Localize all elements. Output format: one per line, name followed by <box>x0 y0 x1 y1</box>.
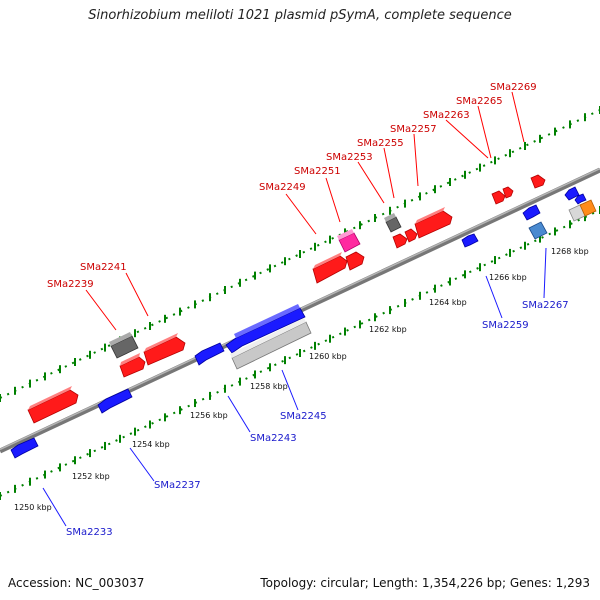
gene-label[interactable]: SMa2267 <box>522 300 569 311</box>
kbp-label: 1264 kbp <box>429 298 467 307</box>
leader-line <box>129 447 155 482</box>
gene-arrow[interactable] <box>143 333 186 366</box>
label-leader-lines <box>42 91 547 527</box>
leader-line <box>85 289 117 331</box>
dotted-track-lines <box>0 109 600 497</box>
kbp-label: 1252 kbp <box>72 472 110 481</box>
leader-line <box>42 487 67 527</box>
gene-features <box>10 174 597 459</box>
gene-label[interactable]: SMa2243 <box>250 433 297 444</box>
leader-line <box>227 395 251 433</box>
leader-line <box>511 91 525 143</box>
gene-arrow[interactable] <box>522 204 541 221</box>
map-title: Sinorhizobium meliloti 1021 plasmid pSym… <box>88 8 512 23</box>
leader-line <box>125 272 149 317</box>
leader-line <box>477 105 492 159</box>
kbp-label: 1254 kbp <box>132 440 170 449</box>
gene-box[interactable] <box>337 229 361 253</box>
leader-line <box>281 369 299 411</box>
gene-arrow[interactable] <box>564 186 580 201</box>
kbp-labels: 1250 kbp 1252 kbp 1254 kbp 1256 kbp 1258… <box>14 247 589 512</box>
gene-box[interactable] <box>579 199 597 217</box>
gene-arrow[interactable] <box>10 437 39 459</box>
gene-label[interactable]: SMa2253 <box>326 152 373 163</box>
gene-arrow[interactable] <box>345 251 365 271</box>
gene-arrow[interactable] <box>491 190 506 205</box>
kbp-label: 1260 kbp <box>309 352 347 361</box>
gene-arrow[interactable] <box>461 233 479 248</box>
gene-arrow[interactable] <box>119 353 146 378</box>
leader-line <box>285 193 317 235</box>
gene-label[interactable]: SMa2241 <box>80 262 127 273</box>
gene-label[interactable]: SMa2257 <box>390 124 437 135</box>
reverse-gene-labels: SMa2233 SMa2237 SMa2243 SMa2245 SMa2259 … <box>66 300 569 538</box>
gene-label[interactable]: SMa2239 <box>47 279 94 290</box>
forward-gene-labels: SMa2239 SMa2241 SMa2249 SMa2251 SMa2253 … <box>47 82 537 290</box>
gene-arrow[interactable] <box>97 388 133 414</box>
gene-label[interactable]: SMa2255 <box>357 138 404 149</box>
leader-line <box>445 119 489 159</box>
gene-box[interactable] <box>109 332 139 359</box>
gene-arrow[interactable] <box>194 342 225 366</box>
gene-label[interactable]: SMa2251 <box>294 166 341 177</box>
gene-label[interactable]: SMa2233 <box>66 527 113 538</box>
kbp-label: 1266 kbp <box>489 273 527 282</box>
gene-label[interactable]: SMa2263 <box>423 110 470 121</box>
gene-label[interactable]: SMa2265 <box>456 96 503 107</box>
gene-arrow[interactable] <box>392 233 408 249</box>
gene-label[interactable]: SMa2237 <box>154 480 201 491</box>
gene-arrow[interactable] <box>225 304 306 354</box>
gene-arrow[interactable] <box>27 386 79 424</box>
gene-label[interactable]: SMa2245 <box>280 411 327 422</box>
leader-line <box>325 177 341 223</box>
gene-box[interactable] <box>384 213 402 233</box>
leader-line <box>543 247 547 299</box>
tick-marks <box>0 106 600 500</box>
gene-arrow[interactable] <box>530 174 546 189</box>
gene-arrow[interactable] <box>502 186 514 199</box>
gene-label[interactable]: SMa2249 <box>259 182 306 193</box>
gene-box[interactable] <box>528 221 548 240</box>
gene-arrow[interactable] <box>414 207 453 239</box>
gene-arrow[interactable] <box>574 193 587 205</box>
kbp-label: 1250 kbp <box>14 503 52 512</box>
kbp-label: 1256 kbp <box>190 411 228 420</box>
leader-line <box>383 147 395 199</box>
lower-dotted-line <box>0 209 600 497</box>
kbp-label: 1268 kbp <box>551 247 589 256</box>
gene-arrow[interactable] <box>312 252 348 284</box>
gene-box[interactable] <box>230 318 312 370</box>
leader-line <box>413 133 419 187</box>
kbp-label: 1262 kbp <box>369 325 407 334</box>
accession-label: Accession: NC_003037 <box>8 576 145 590</box>
kbp-label: 1258 kbp <box>250 382 288 391</box>
topology-info: Topology: circular; Length: 1,354,226 bp… <box>260 576 590 590</box>
leader-line <box>485 275 503 319</box>
gene-label[interactable]: SMa2269 <box>490 82 537 93</box>
gene-arrow[interactable] <box>404 228 418 243</box>
gene-label[interactable]: SMa2259 <box>482 320 529 331</box>
leader-line <box>357 161 385 204</box>
